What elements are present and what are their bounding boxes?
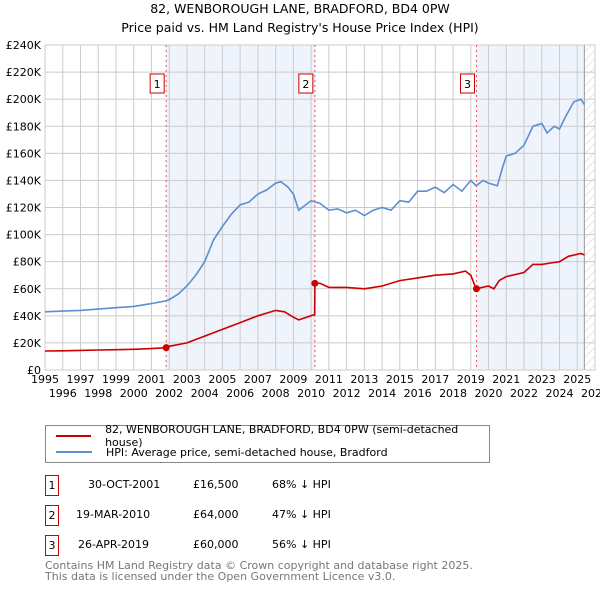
footer-copyright: Contains HM Land Registry data © Crown c…: [45, 559, 473, 572]
x-tick-label: 2021: [492, 373, 520, 386]
legend-item-hpi: HPI: Average price, semi-detached house,…: [56, 444, 388, 460]
x-tick-label: 2018: [439, 387, 467, 400]
sale-number-badge: 3: [45, 535, 59, 556]
sale-price: £60,000: [193, 538, 239, 551]
x-tick-label: 1999: [102, 373, 130, 386]
y-tick-label: £0: [27, 364, 41, 377]
y-tick-label: £40K: [13, 310, 42, 323]
x-tick-label: 2014: [368, 387, 396, 400]
legend: 82, WENBOROUGH LANE, BRADFORD, BD4 0PW (…: [45, 423, 490, 463]
y-tick-label: £120K: [6, 202, 42, 215]
sale-hpi-diff: 47% ↓ HPI: [272, 508, 331, 521]
y-tick-label: £180K: [6, 120, 42, 133]
sale-point: [311, 279, 319, 287]
x-tick-label: 2023: [528, 373, 556, 386]
legend-swatch-blue: [56, 451, 92, 453]
x-tick-label: 2007: [244, 373, 272, 386]
sale-label-box: [149, 73, 165, 94]
x-tick-label: 2011: [315, 373, 343, 386]
x-tick-label: 2017: [421, 373, 449, 386]
x-tick-label: 2001: [137, 373, 165, 386]
x-tick-label: 2022: [510, 387, 538, 400]
sale-label-box: [459, 73, 475, 94]
chart-subtitle: Price paid vs. HM Land Registry's House …: [121, 20, 479, 35]
x-tick-label: 2000: [120, 387, 148, 400]
sale-date: 26-APR-2019: [78, 538, 150, 551]
x-tick-label: 2006: [226, 387, 254, 400]
y-tick-label: £60K: [13, 283, 42, 296]
legend-label: 82, WENBOROUGH LANE, BRADFORD, BD4 0PW (…: [105, 423, 459, 449]
plot-border: [44, 44, 596, 371]
y-tick-label: £80K: [13, 256, 42, 269]
x-tick-label: 2020: [475, 387, 503, 400]
x-tick-label: 2013: [350, 373, 378, 386]
sale-label-box: [298, 73, 314, 94]
x-tick-label: 2009: [279, 373, 307, 386]
y-tick-label: £140K: [6, 174, 42, 187]
x-tick-label: 2003: [173, 373, 201, 386]
x-tick-label: 2004: [191, 387, 219, 400]
x-tick-label: 1997: [66, 373, 94, 386]
sale-date: 30-OCT-2001: [88, 478, 161, 491]
footer-licence: This data is licensed under the Open Gov…: [45, 570, 396, 583]
x-tick-label: 2010: [297, 387, 325, 400]
sale-label: 3: [464, 78, 471, 91]
sale-hpi-diff: 56% ↓ HPI: [272, 538, 331, 551]
sale-number-badge: 2: [45, 505, 59, 526]
x-tick-label: 2008: [262, 387, 290, 400]
x-tick-label: 2026: [581, 387, 600, 400]
sale-label: 2: [302, 78, 309, 91]
x-tick-label: 1995: [31, 373, 59, 386]
sale-price: £64,000: [193, 508, 239, 521]
y-tick-label: £100K: [6, 229, 42, 242]
sale-number-badge: 1: [45, 475, 59, 496]
x-tick-label: 2019: [457, 373, 485, 386]
sale-price: £16,500: [193, 478, 239, 491]
sale-hpi-diff: 68% ↓ HPI: [272, 478, 331, 491]
sale-date: 19-MAR-2010: [76, 508, 151, 521]
y-tick-label: £220K: [6, 66, 42, 79]
x-tick-label: 2012: [333, 387, 361, 400]
legend-item-property: 82, WENBOROUGH LANE, BRADFORD, BD4 0PW (…: [56, 423, 489, 449]
y-tick-label: £20K: [13, 337, 42, 350]
x-tick-label: 2025: [563, 373, 591, 386]
plot-area: 1995199619971998199920002001200220032004…: [6, 39, 600, 400]
y-tick-label: £200K: [6, 93, 42, 106]
legend-swatch-red: [56, 435, 92, 437]
x-tick-label: 2024: [546, 387, 574, 400]
legend-label: HPI: Average price, semi-detached house,…: [106, 445, 388, 459]
x-tick-label: 1996: [49, 387, 77, 400]
sale-label: 1: [154, 78, 161, 91]
x-tick-label: 2002: [155, 387, 183, 400]
chart-title: 82, WENBOROUGH LANE, BRADFORD, BD4 0PW: [150, 1, 450, 16]
y-tick-label: £160K: [6, 147, 42, 160]
x-tick-label: 2016: [404, 387, 432, 400]
x-tick-label: 1998: [84, 387, 112, 400]
y-tick-label: £240K: [6, 39, 42, 52]
sale-point: [472, 285, 480, 293]
x-tick-label: 2005: [208, 373, 236, 386]
sale-point: [162, 344, 170, 352]
hpi-line: [44, 98, 586, 313]
x-tick-label: 2015: [386, 373, 414, 386]
